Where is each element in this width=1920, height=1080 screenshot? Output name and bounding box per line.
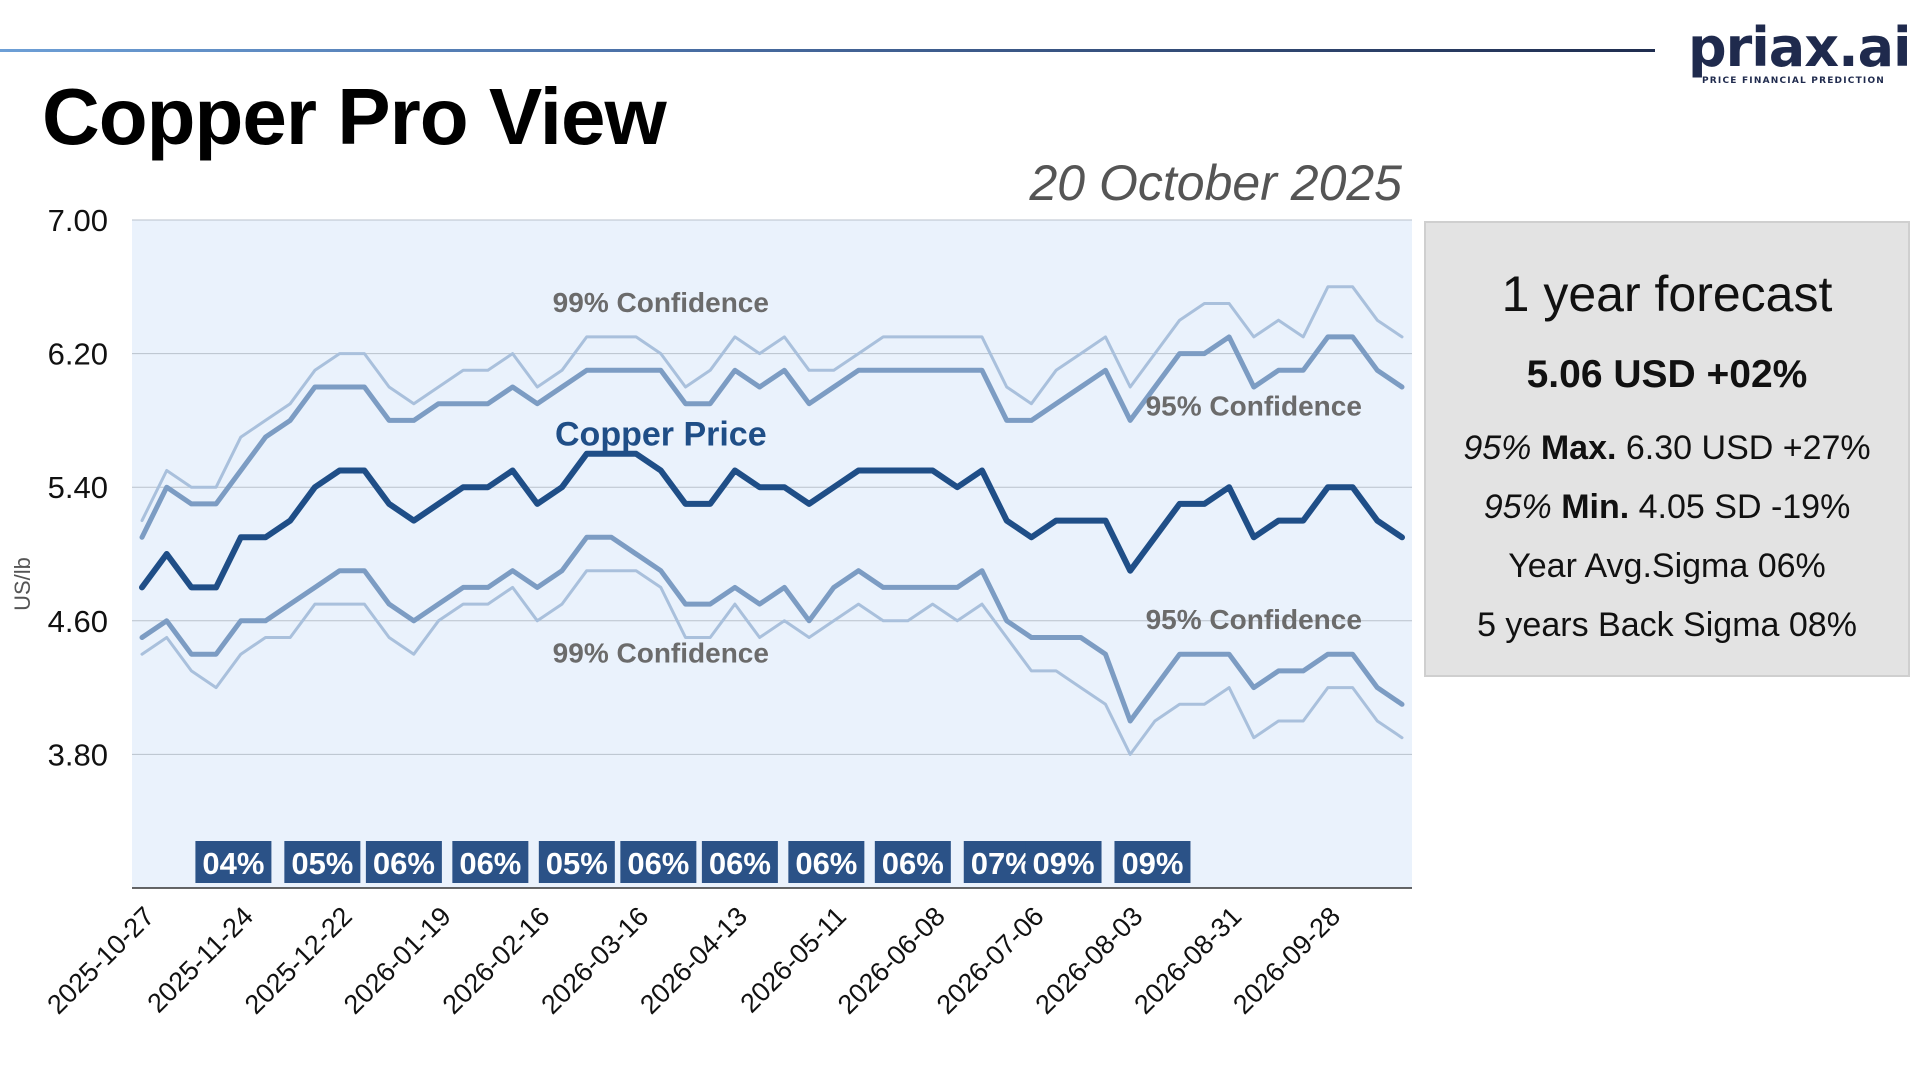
y-tick-label: 4.60 bbox=[48, 604, 108, 639]
min-label: Min. bbox=[1561, 488, 1630, 526]
series-line-upper99 bbox=[140, 285, 1404, 523]
sigma-badge-label: 06% bbox=[459, 846, 521, 881]
sigma-badge-label: 09% bbox=[1121, 846, 1183, 881]
logo-wordmark: priax.ai bbox=[1688, 16, 1912, 79]
y-axis-label: US/lb bbox=[10, 557, 35, 611]
page-title: Copper Pro View bbox=[42, 72, 667, 161]
x-tick-label: 2025-10-27 bbox=[41, 901, 160, 1020]
logo-tagline: PRICE FINANCIAL PREDICTION bbox=[1702, 76, 1886, 86]
sigma-badge bbox=[195, 841, 272, 883]
priax-logo: priax.ai PRICE FINANCIAL PREDICTION bbox=[1688, 16, 1912, 90]
forecast-min: 95% Min. 4.05 SD -19% bbox=[1426, 488, 1908, 527]
sigma-badge-label: 05% bbox=[291, 846, 353, 881]
series-line-upper95 bbox=[139, 334, 1405, 540]
sigma-badge bbox=[1025, 841, 1102, 883]
sigma-badge-label: 05% bbox=[546, 846, 608, 881]
sigma-badge bbox=[1114, 841, 1191, 883]
x-tick-label: 2026-04-13 bbox=[634, 901, 753, 1020]
forecast-value: 5.06 USD +02% bbox=[1526, 353, 1808, 396]
sigma-badge bbox=[452, 841, 529, 883]
sigma-badge bbox=[788, 841, 865, 883]
min-confidence: 95% bbox=[1483, 488, 1552, 526]
header-divider bbox=[0, 49, 1655, 52]
series-annotation: 95% Confidence bbox=[1146, 390, 1362, 421]
min-value: 4.05 SD -19% bbox=[1638, 488, 1851, 526]
sigma-badge bbox=[365, 841, 442, 883]
sigma-badge bbox=[284, 841, 361, 883]
x-tick-label: 2026-09-28 bbox=[1227, 901, 1346, 1020]
y-tick-label: 3.80 bbox=[48, 737, 108, 772]
sigma-badge bbox=[620, 841, 697, 883]
series-line-lower95 bbox=[139, 534, 1405, 724]
sigma-badge-label: 06% bbox=[709, 846, 771, 881]
max-label: Max. bbox=[1540, 429, 1617, 467]
forecast-title: 1 year forecast bbox=[1501, 266, 1833, 322]
sigma-badge bbox=[538, 841, 615, 883]
avg-sigma: Year Avg.Sigma 06% bbox=[1508, 547, 1826, 585]
back-sigma: 5 years Back Sigma 08% bbox=[1477, 606, 1857, 644]
y-tick-label: 6.20 bbox=[48, 337, 108, 372]
series-line-price bbox=[139, 450, 1405, 591]
series-annotation: 95% Confidence bbox=[1146, 604, 1362, 635]
sigma-badge-label: 06% bbox=[373, 846, 435, 881]
forecast-panel: 1 year forecast 5.06 USD +02% 95% Max. 6… bbox=[1424, 221, 1910, 677]
max-confidence: 95% bbox=[1463, 429, 1532, 467]
sigma-badge-label: 09% bbox=[1033, 846, 1095, 881]
sigma-badge-label: 07% bbox=[971, 846, 1033, 881]
y-tick-label: 5.40 bbox=[48, 470, 108, 505]
max-value: 6.30 USD +27% bbox=[1625, 429, 1871, 467]
y-tick-label: 7.00 bbox=[48, 203, 108, 238]
plot-area bbox=[132, 220, 1412, 888]
forecast-max: 95% Max. 6.30 USD +27% bbox=[1426, 429, 1908, 468]
sigma-badge-label: 06% bbox=[627, 846, 689, 881]
sigma-badge bbox=[874, 841, 951, 883]
report-date: 20 October 2025 bbox=[1029, 155, 1403, 211]
series-line-lower99 bbox=[140, 569, 1404, 756]
series-annotation: Copper Price bbox=[555, 415, 767, 453]
sigma-badge-label: 04% bbox=[202, 846, 264, 881]
sigma-badge-label: 06% bbox=[795, 846, 857, 881]
series-annotation: 99% Confidence bbox=[553, 287, 769, 318]
sigma-badge bbox=[701, 841, 778, 883]
forecast-line-chart: 7.00 6.20 5.40 4.60 3.80 US/lb 99% Confidence C… bbox=[10, 203, 1412, 1020]
series-annotation: 99% Confidence bbox=[553, 638, 769, 669]
sigma-badge-label: 06% bbox=[882, 846, 944, 881]
